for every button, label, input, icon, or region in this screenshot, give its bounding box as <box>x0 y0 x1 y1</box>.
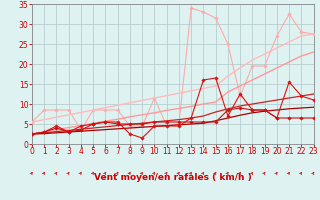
X-axis label: Vent moyen/en rafales ( km/h ): Vent moyen/en rafales ( km/h ) <box>94 173 252 182</box>
